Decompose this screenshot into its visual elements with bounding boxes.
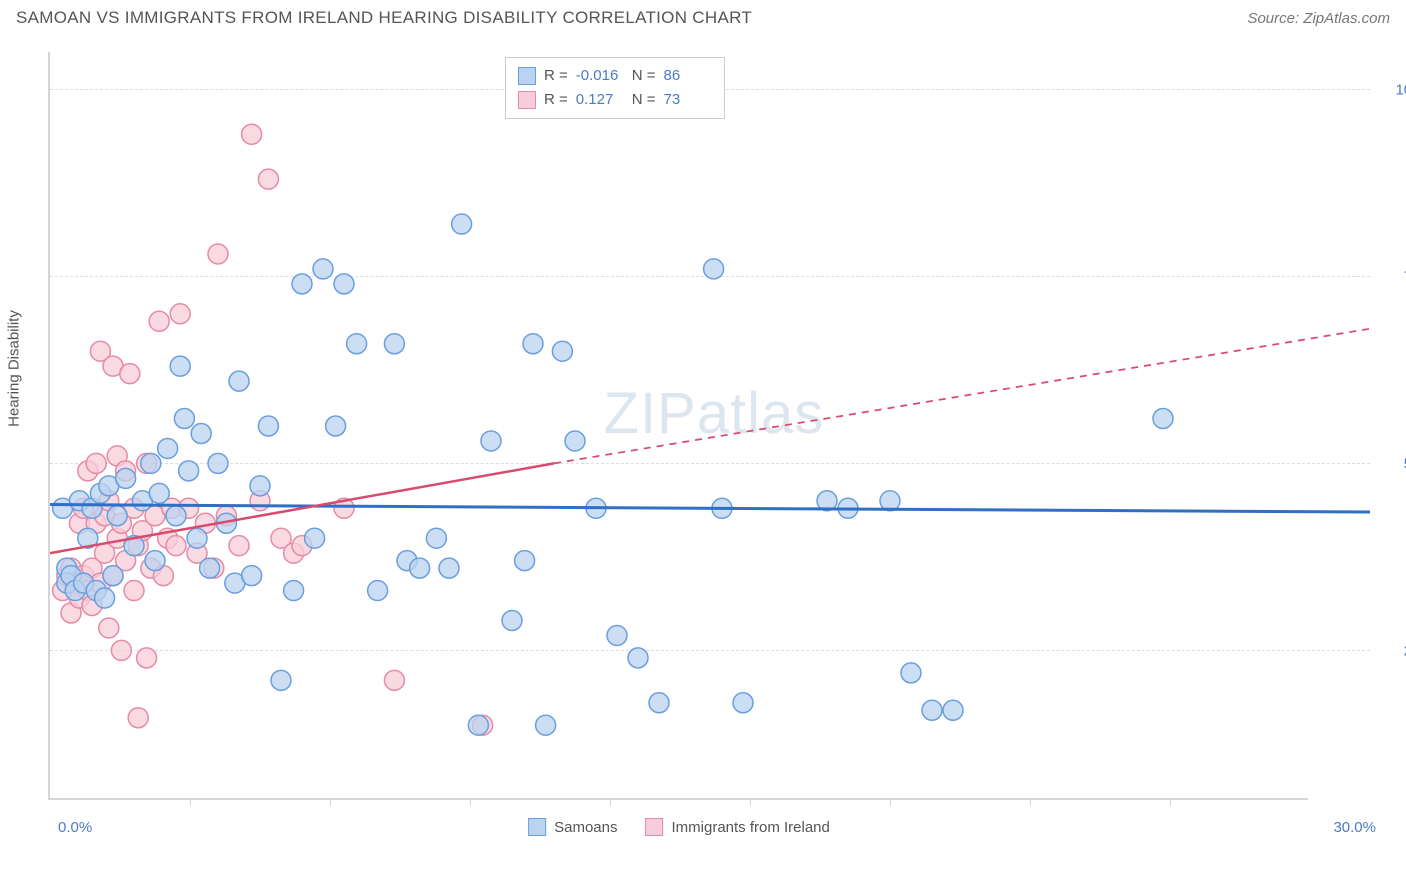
- chart-source: Source: ZipAtlas.com: [1247, 10, 1390, 27]
- regression-line: [50, 505, 1370, 512]
- swatch-samoans-icon: [518, 67, 536, 85]
- legend-label-samoans: Samoans: [554, 819, 617, 836]
- r-label: R =: [544, 64, 568, 88]
- n-label: N =: [632, 64, 656, 88]
- legend-bottom: Samoans Immigrants from Ireland: [528, 818, 830, 836]
- x-axis-min-label: 0.0%: [58, 819, 92, 836]
- plot-area: ZIPatlas R = -0.016 N = 86 R = 0.127 N =…: [48, 52, 1308, 800]
- swatch-ireland-icon: [645, 818, 663, 836]
- n-label: N =: [632, 88, 656, 112]
- legend-label-ireland: Immigrants from Ireland: [671, 819, 829, 836]
- chart-title: SAMOAN VS IMMIGRANTS FROM IRELAND HEARIN…: [16, 8, 752, 28]
- n-value-2: 73: [664, 88, 712, 112]
- legend-stats-row-2: R = 0.127 N = 73: [518, 88, 712, 112]
- legend-stats-row-1: R = -0.016 N = 86: [518, 64, 712, 88]
- r-value-2: 0.127: [576, 88, 624, 112]
- plot-container: Hearing Disability ZIPatlas R = -0.016 N…: [48, 52, 1388, 822]
- legend-stats-box: R = -0.016 N = 86 R = 0.127 N = 73: [505, 57, 725, 119]
- r-value-1: -0.016: [576, 64, 624, 88]
- regression-line-dashed: [554, 329, 1370, 464]
- r-label: R =: [544, 88, 568, 112]
- regression-lines: [50, 52, 1380, 800]
- y-tick-label: 10.0%: [1395, 82, 1406, 99]
- swatch-samoans-icon: [528, 818, 546, 836]
- legend-item-samoans: Samoans: [528, 818, 617, 836]
- n-value-1: 86: [664, 64, 712, 88]
- swatch-ireland-icon: [518, 91, 536, 109]
- y-axis-title: Hearing Disability: [6, 310, 23, 427]
- legend-item-ireland: Immigrants from Ireland: [645, 818, 829, 836]
- x-axis-max-label: 30.0%: [1333, 819, 1376, 836]
